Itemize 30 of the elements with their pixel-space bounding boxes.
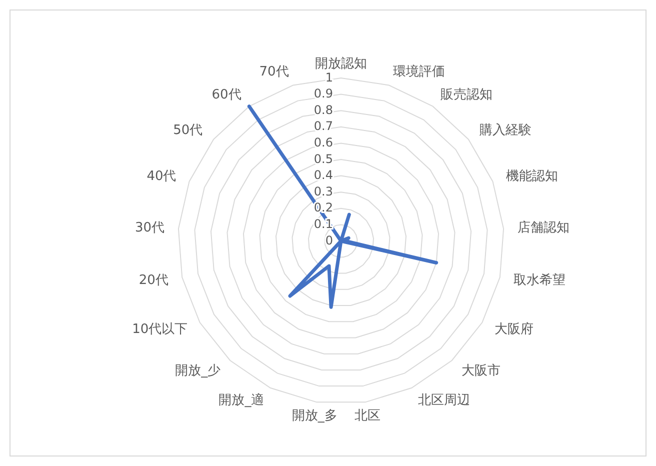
spoke-label: 50代 [173, 123, 203, 138]
spoke-label: 60代 [212, 87, 242, 102]
spoke-label: 購入経験 [479, 123, 532, 138]
spoke-label: 大阪市 [461, 363, 500, 378]
spoke-label: 取水希望 [514, 272, 566, 288]
spoke-label: 店舗認知 [518, 219, 570, 236]
spoke-label: 北区 [354, 408, 380, 424]
spoke-label: 北区周辺 [418, 393, 470, 408]
spoke-label: 販売認知 [440, 87, 493, 102]
y-tick-label: 0.5 [314, 152, 333, 166]
y-tick-label: 0.8 [314, 102, 333, 117]
spoke-label: 20代 [138, 272, 168, 288]
spoke-label: 大阪府 [494, 321, 534, 338]
y-tick-label: 1 [325, 70, 333, 84]
y-tick-label: 0.4 [314, 168, 333, 182]
y-tick-label: 0.3 [314, 184, 333, 198]
y-tick-label: 0 [325, 233, 333, 248]
spoke-label: 40代 [146, 168, 176, 184]
spoke-label: 開放認知 [315, 56, 367, 72]
spoke-label: 開放_適 [218, 392, 264, 408]
spoke-label: 70代 [259, 64, 289, 80]
spoke-label: 開放_多 [292, 408, 338, 424]
spoke-label: 機能認知 [506, 168, 558, 184]
y-tick-label: 0.7 [314, 119, 333, 134]
spoke-label: 環境評価 [393, 63, 446, 80]
y-tick-label: 0.6 [314, 135, 333, 150]
y-tick-label: 0.9 [314, 86, 333, 101]
spoke-label: 10代以下 [132, 322, 188, 338]
spoke-label: 30代 [134, 220, 164, 236]
spoke-label: 開放_少 [175, 363, 221, 378]
